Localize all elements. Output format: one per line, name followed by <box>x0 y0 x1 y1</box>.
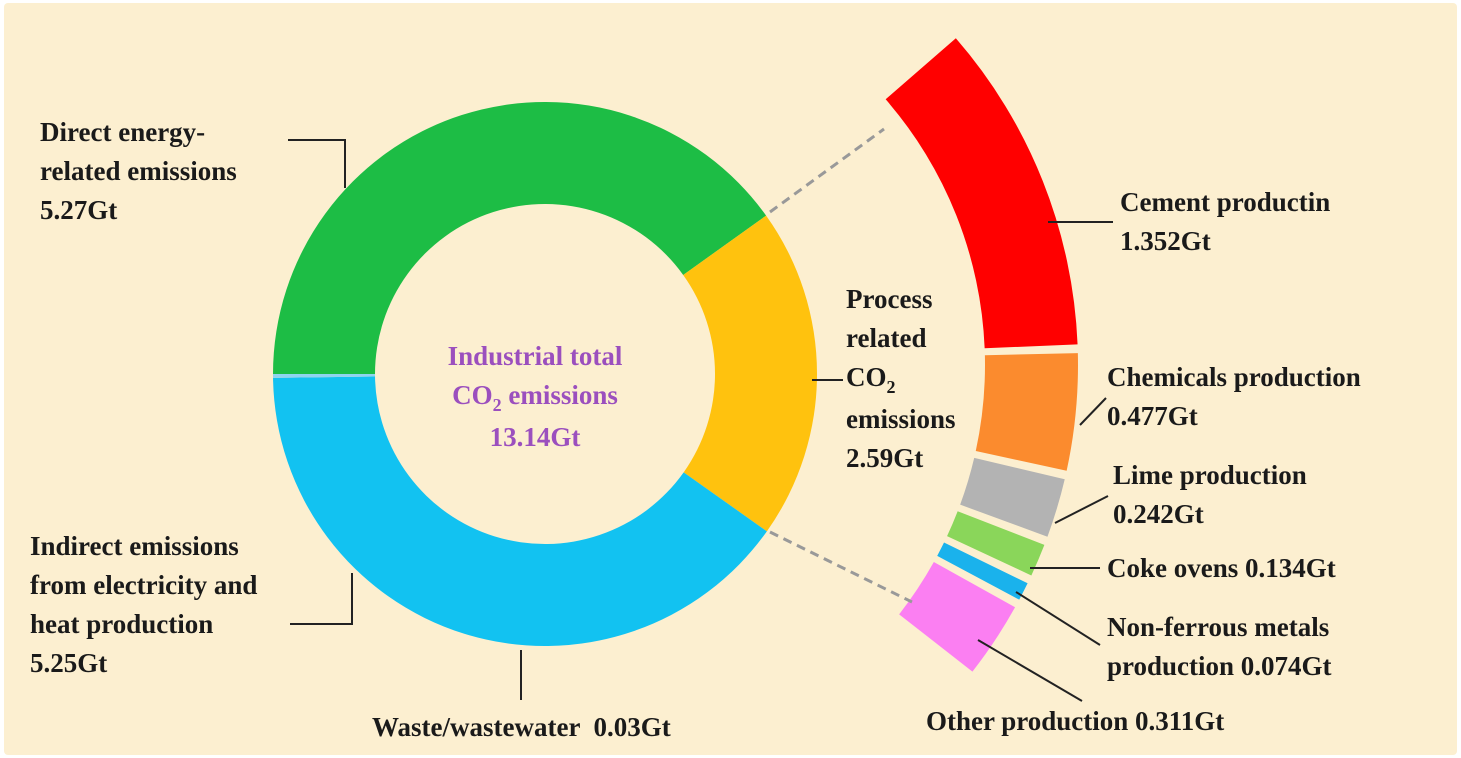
segment-coke-ovens <box>947 511 1045 576</box>
label-lime: Lime production 0.242Gt <box>1113 460 1307 529</box>
leader-other <box>977 639 1083 702</box>
label-process-related: Process related CO2 emissions 2.59Gt <box>846 284 956 473</box>
connector-lines <box>288 127 1113 702</box>
center-line-1: Industrial total <box>447 341 623 371</box>
process-breakdown-arc <box>885 38 1078 672</box>
donut-chart <box>273 102 817 646</box>
leader-direct <box>288 139 346 188</box>
slice-process-related <box>683 215 817 532</box>
center-line-3: 13.14Gt <box>489 422 581 452</box>
slice-waste <box>273 374 376 378</box>
segment-cement <box>885 38 1078 349</box>
label-indirect-emissions: Indirect emissions from electricity and … <box>30 531 258 678</box>
segment-non-ferrous <box>937 542 1028 600</box>
leader-indirect <box>290 573 353 625</box>
slice-direct-energy <box>273 102 767 375</box>
leader-chemicals <box>1079 397 1107 426</box>
label-direct-energy: Direct energy- related emissions 5.27Gt <box>40 117 237 225</box>
donut-center-label: Industrial total CO2 emissions 13.14Gt <box>390 337 680 457</box>
label-coke-ovens: Coke ovens 0.134Gt <box>1107 553 1336 583</box>
label-waste: Waste/wastewater 0.03Gt <box>372 712 671 742</box>
segment-lime <box>960 457 1065 537</box>
slice-indirect-emissions <box>273 376 767 646</box>
label-cement: Cement productin 1.352Gt <box>1120 187 1331 256</box>
leader-nonferrous <box>1015 591 1101 646</box>
label-non-ferrous: Non-ferrous metals production 0.074Gt <box>1107 612 1332 681</box>
zoom-line-bottom <box>769 530 913 604</box>
segment-chemicals <box>975 353 1078 471</box>
center-line-2: CO2 emissions <box>452 380 618 415</box>
label-chemicals: Chemicals production 0.477Gt <box>1107 362 1361 431</box>
leader-lime <box>1054 495 1109 524</box>
zoom-line-top <box>769 127 885 214</box>
label-other-production: Other production 0.311Gt <box>926 706 1225 736</box>
